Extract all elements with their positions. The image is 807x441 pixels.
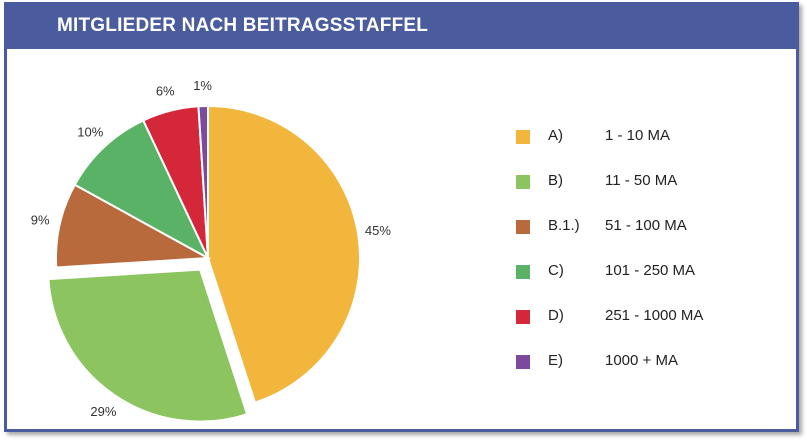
legend-code: D) — [548, 307, 564, 324]
pie-slice-5 — [197, 104, 209, 259]
legend-label: 51 - 100 MA — [605, 217, 687, 234]
legend-swatch — [516, 130, 530, 144]
pie-slice-3 — [73, 119, 211, 261]
legend-swatch — [516, 220, 530, 234]
legend-code: E) — [548, 352, 563, 369]
legend-label: 11 - 50 MA — [605, 172, 678, 189]
legend-swatch — [516, 265, 530, 279]
legend-label: 101 - 250 MA — [605, 262, 696, 279]
slice-label-0: 45% — [365, 223, 391, 238]
slice-label-3: 10% — [77, 125, 103, 140]
legend-label: 1 - 10 MA — [605, 127, 671, 144]
legend-swatch — [516, 355, 530, 369]
title-bar: MITGLIEDER NACH BEITRAGSSTAFFEL — [7, 5, 796, 49]
legend-label: 1000 + MA — [605, 352, 678, 369]
pie-slice-0 — [207, 104, 361, 404]
slice-label-5: 1% — [193, 78, 212, 93]
legend-code: B.1.) — [548, 217, 580, 234]
pie-slice-2 — [55, 183, 212, 269]
chart-title: MITGLIEDER NACH BEITRAGSSTAFFEL — [57, 15, 429, 36]
legend-code: B) — [548, 172, 563, 189]
legend-label: 251 - 1000 MA — [605, 307, 704, 324]
legend-swatch — [516, 310, 530, 324]
legend-code: C) — [548, 262, 564, 279]
slice-label-2: 9% — [31, 212, 50, 227]
pie-slice-1 — [47, 268, 249, 423]
slice-label-1: 29% — [90, 404, 116, 419]
legend-code: A) — [548, 127, 563, 144]
slice-label-4: 6% — [156, 83, 175, 98]
legend-swatch — [516, 175, 530, 189]
